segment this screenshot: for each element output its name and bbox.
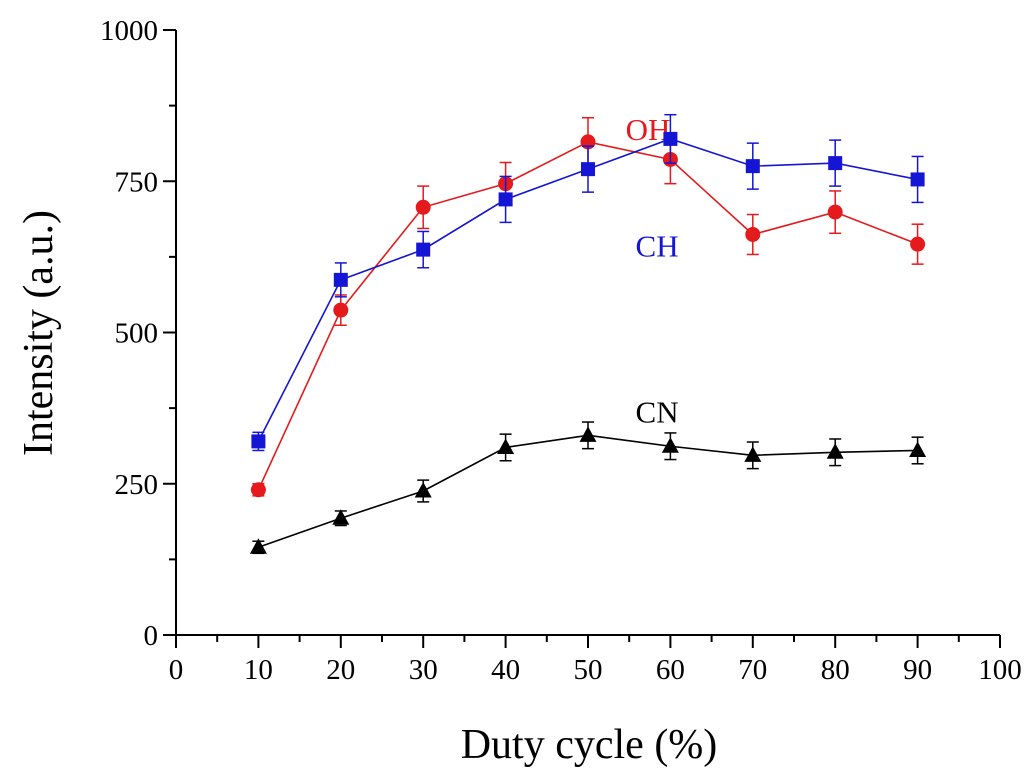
data-point [909,441,927,457]
data-point [910,172,925,187]
data-point [745,226,761,242]
y-tick-label: 750 [115,166,159,198]
data-point [744,446,762,462]
data-point [333,272,348,287]
data-point [250,482,266,498]
x-tick-label: 40 [491,654,520,686]
data-point [910,236,926,252]
x-tick-label: 100 [978,654,1022,686]
y-tick-label: 250 [115,469,159,501]
series-cn: CN [249,394,927,555]
data-point [497,438,515,454]
data-point [579,426,597,442]
data-point [826,443,844,459]
data-point [332,509,350,525]
x-tick-label: 30 [409,654,438,686]
x-tick-label: 10 [244,654,273,686]
series-line [258,434,918,549]
data-point [498,192,513,207]
data-point [251,434,266,449]
x-tick-label: 70 [738,654,767,686]
x-tick-label: 50 [574,654,603,686]
x-tick-label: 80 [821,654,850,686]
data-point [249,538,267,554]
data-point [661,437,679,453]
x-tick-label: 90 [903,654,932,686]
y-tick-label: 500 [115,318,159,350]
x-tick-label: 0 [169,654,184,686]
data-point [414,482,432,498]
x-axis-title: Duty cycle (%) [461,722,718,768]
data-point [415,199,431,215]
y-tick-label: 0 [144,620,159,652]
data-point [333,302,349,318]
x-tick-label: 60 [656,654,685,686]
x-tick-label: 20 [326,654,355,686]
data-point [828,156,843,171]
data-point [581,162,595,177]
series-label-ch: CH [636,229,679,264]
data-point [663,131,678,146]
series-ch: CH [251,113,925,452]
series-label-cn: CN [636,394,679,429]
data-point [745,159,760,174]
y-tick-label: 1000 [100,15,158,47]
y-axis-title: Intensity (a.u.) [16,210,62,456]
data-point [416,242,431,257]
data-point [827,204,843,220]
